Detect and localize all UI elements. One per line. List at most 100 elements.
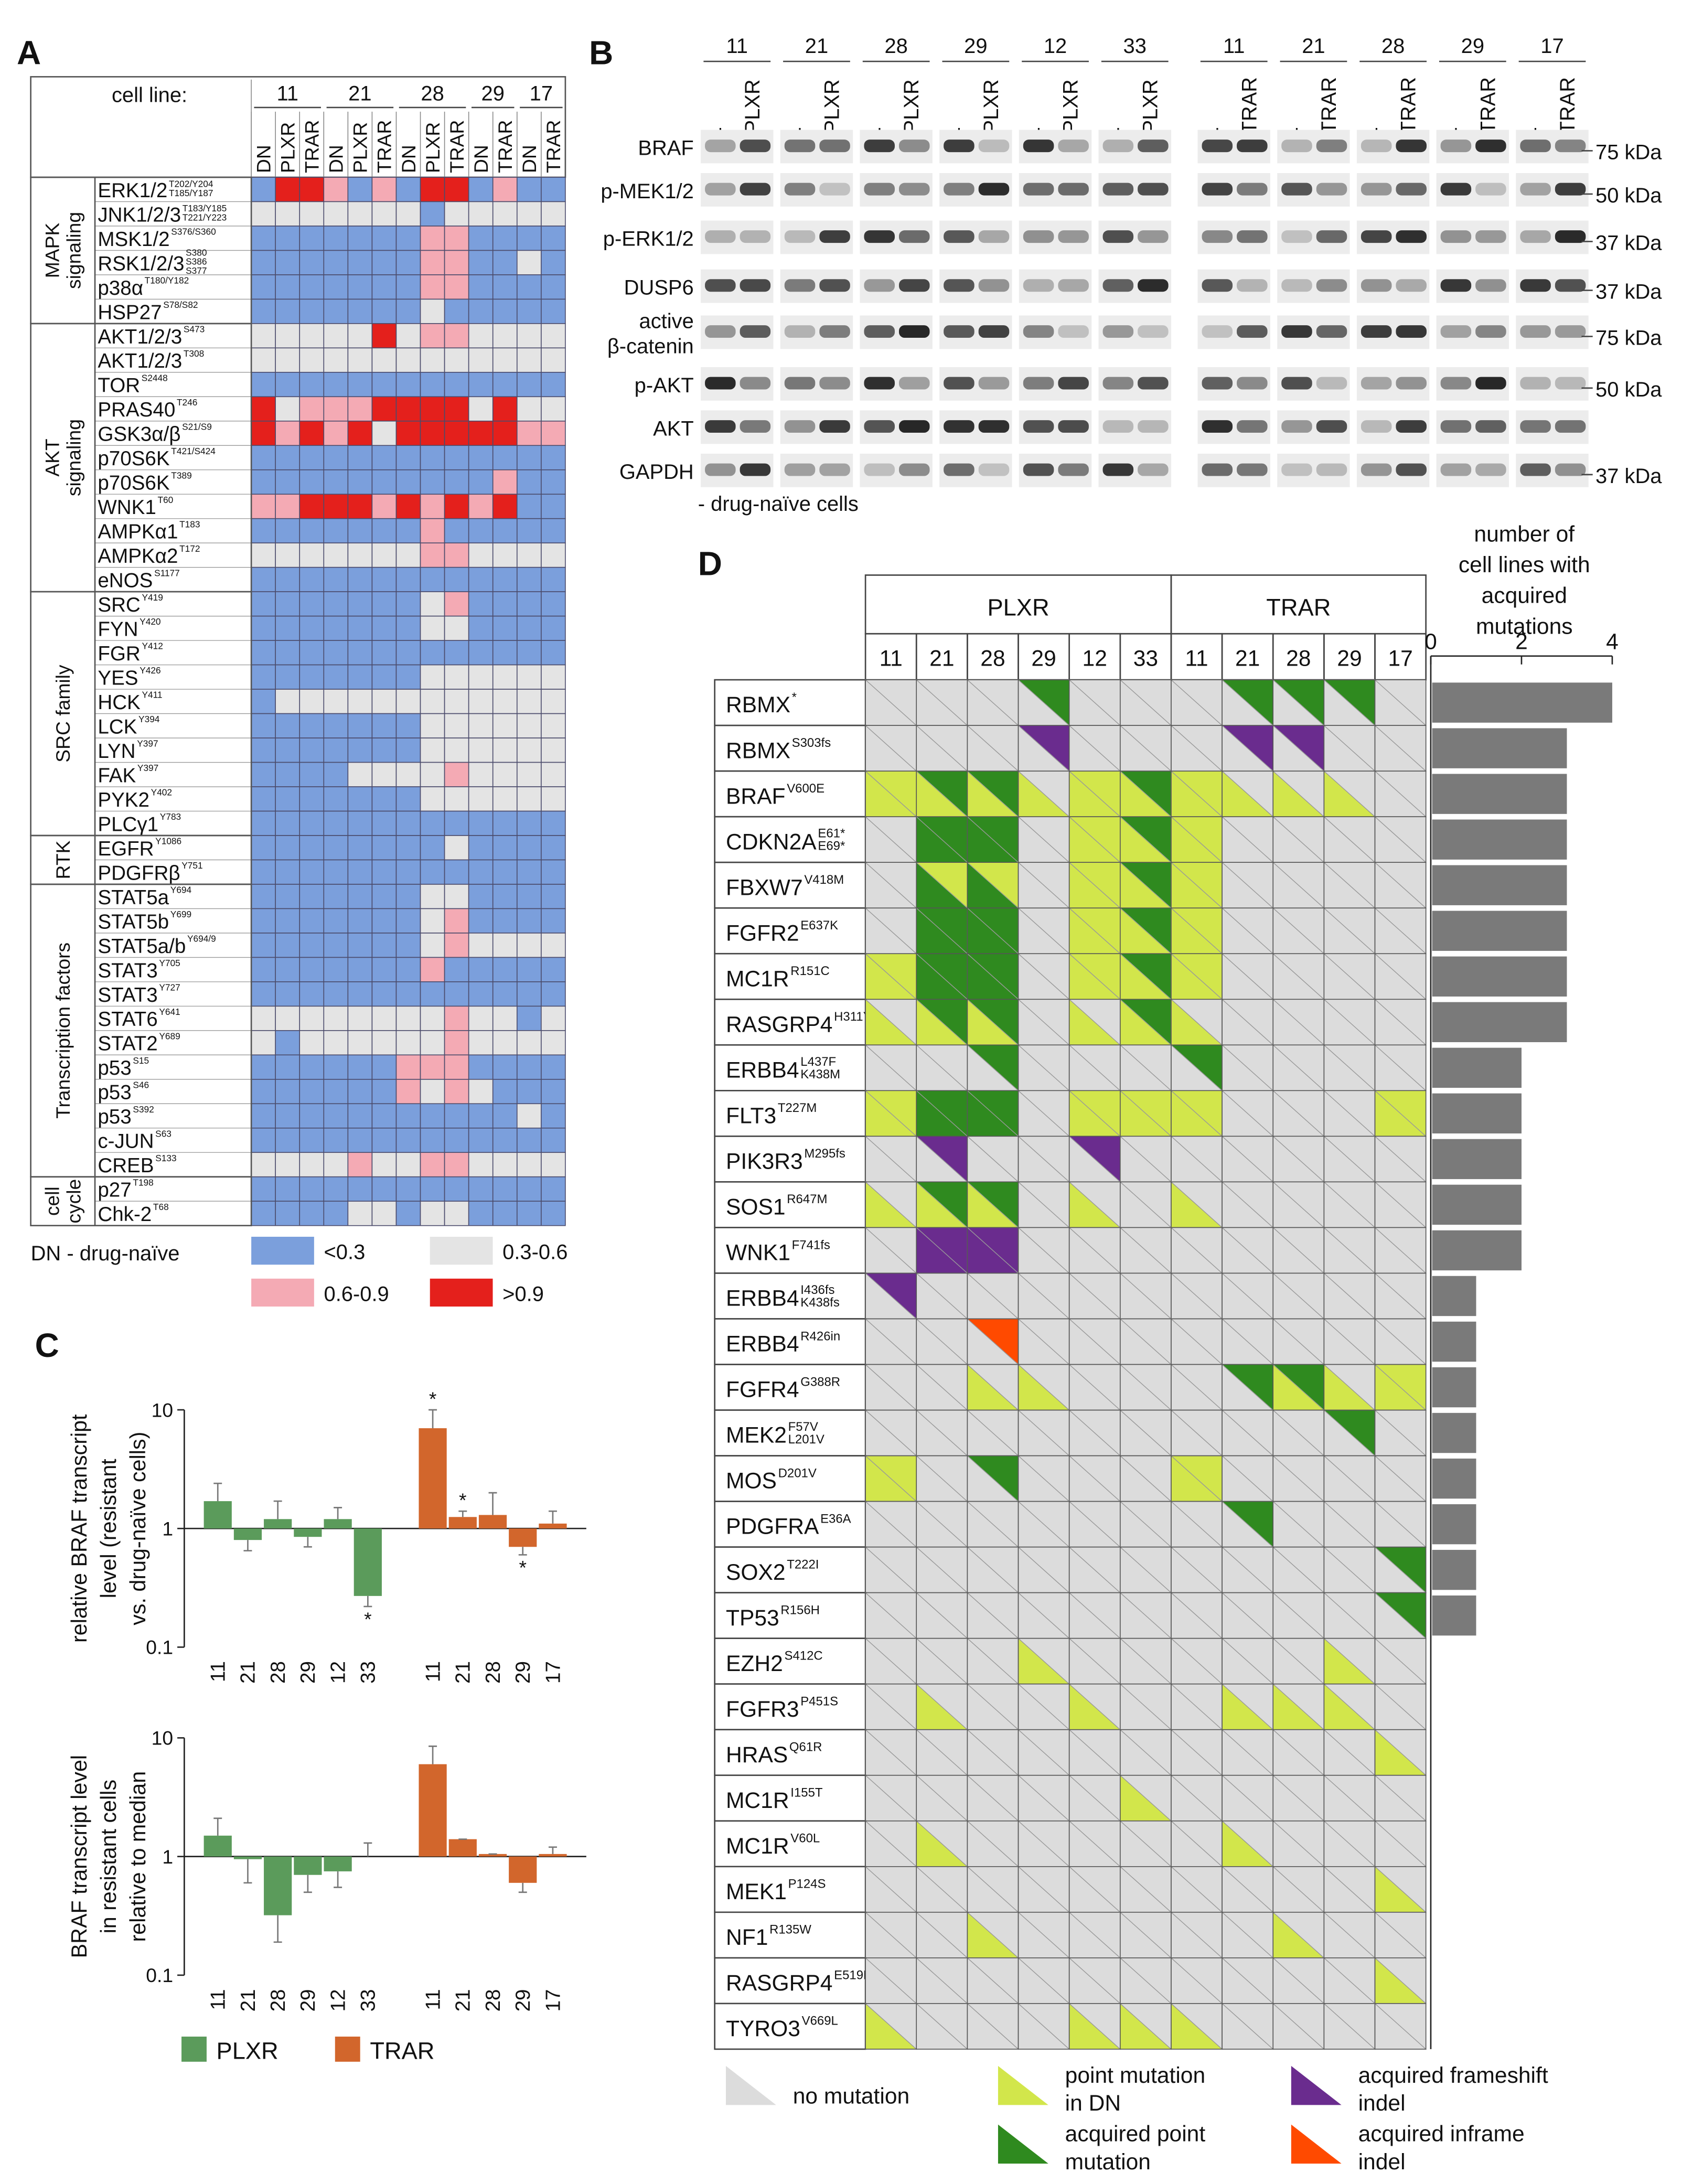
heatmap-cell [541,298,566,324]
heatmap-cell [420,689,445,714]
heatmap-cell [347,762,373,787]
heatmap-cell [492,1176,518,1202]
blot-band [978,463,1010,476]
heatmap-cell [516,591,542,617]
heatmap-cell [420,859,445,885]
heatmap-cell [541,372,566,398]
heatmap-cell [492,1030,518,1056]
heatmap-cell [251,884,276,909]
blot-band [1102,463,1134,476]
row-label: ERBB4 [726,1286,799,1311]
blot-band [1237,230,1268,243]
heatmap-cell [468,298,494,324]
count-bar [1432,682,1612,723]
blot-band [1058,463,1089,476]
row-label: RBMX [726,692,790,718]
blot-band [864,230,895,243]
heatmap-cell [541,1127,566,1153]
heatmap-cell [420,1201,445,1226]
heatmap-cell [492,786,518,812]
heatmap-cell [347,1201,373,1226]
heatmap-cell [275,201,301,227]
heatmap-cell [347,201,373,227]
heatmap-cell [516,421,542,446]
blot-band [1202,183,1233,196]
heatmap-cell [468,1079,494,1105]
superscript: Y705 [159,958,180,968]
heatmap-cell [420,957,445,982]
heatmap-cell [468,1176,494,1202]
y-tick-label: 1 [162,1846,173,1868]
row-label: AMPKα1 [98,521,178,543]
heatmap-cell [299,908,325,934]
row-label: AKT [653,417,694,440]
group-label: signaling [63,419,85,496]
heatmap-cell [541,640,566,666]
heatmap-cell [299,1030,325,1056]
heatmap-cell [420,372,445,398]
cell-line: 11 [276,82,298,105]
row-label: NF1 [726,1925,768,1950]
legend-swatch [998,2065,1048,2105]
blot-band [1237,420,1268,433]
heatmap-cell [444,566,469,592]
heatmap-cell [299,469,325,495]
heatmap-cell [395,1103,421,1129]
heatmap-cell [299,323,325,349]
blot-band [898,420,930,433]
legend-note: DN - drug-naïve [31,1242,180,1265]
blot-strip [1436,453,1509,487]
heatmap-cell [541,664,566,690]
heatmap-cell [468,469,494,495]
heatmap-cell [444,372,469,398]
lane-label: TRAR [1397,77,1420,134]
blot-band [1440,377,1472,390]
x-tick-label: 28 [267,1989,290,2011]
blot-band [1555,420,1586,433]
heatmap-cell [275,1079,301,1105]
heatmap-cell [323,835,349,861]
bar [419,1764,447,1857]
blot-band [898,140,930,153]
heatmap-cell [323,737,349,763]
heatmap-cell [541,1005,566,1031]
blot-band [898,230,930,243]
heatmap-cell [444,226,469,251]
cell-line: 17 [530,82,553,105]
heatmap-cell [347,664,373,690]
row-label: EGFR [98,838,154,860]
superscript: Y426 [140,665,160,676]
heatmap-cell [492,347,518,373]
lane-label: TRAR [301,120,323,173]
legend-label: indel [1358,2149,1406,2175]
heatmap-cell [444,542,469,568]
blot-band [1316,279,1347,292]
heatmap-cell [251,347,276,373]
heatmap-cell [275,274,301,300]
heatmap-cell [251,177,276,202]
heatmap-cell [395,1030,421,1056]
superscript: Y397 [137,738,158,749]
heatmap-cell [395,786,421,812]
heatmap-cell [468,713,494,738]
heatmap-cell [347,323,373,349]
heatmap-cell [492,396,518,422]
heatmap-cell [420,786,445,812]
heatmap-cell [444,1103,469,1129]
row-label-frame [714,1272,866,1320]
heatmap-cell [468,835,494,861]
heatmap-cell [371,226,397,251]
heatmap-cell [492,640,518,666]
heatmap-cell [347,177,373,202]
heatmap-cell [347,689,373,714]
heatmap-cell [371,542,397,568]
heatmap-cell [299,737,325,763]
heatmap-cell [420,933,445,958]
heatmap-cell [323,542,349,568]
group-label: AKT [41,438,63,476]
heatmap-cell [541,1079,566,1105]
heatmap-cell [541,421,566,446]
heatmap-cell [516,859,542,885]
blot-band [1316,377,1347,390]
row-label-frame [714,1455,866,1502]
